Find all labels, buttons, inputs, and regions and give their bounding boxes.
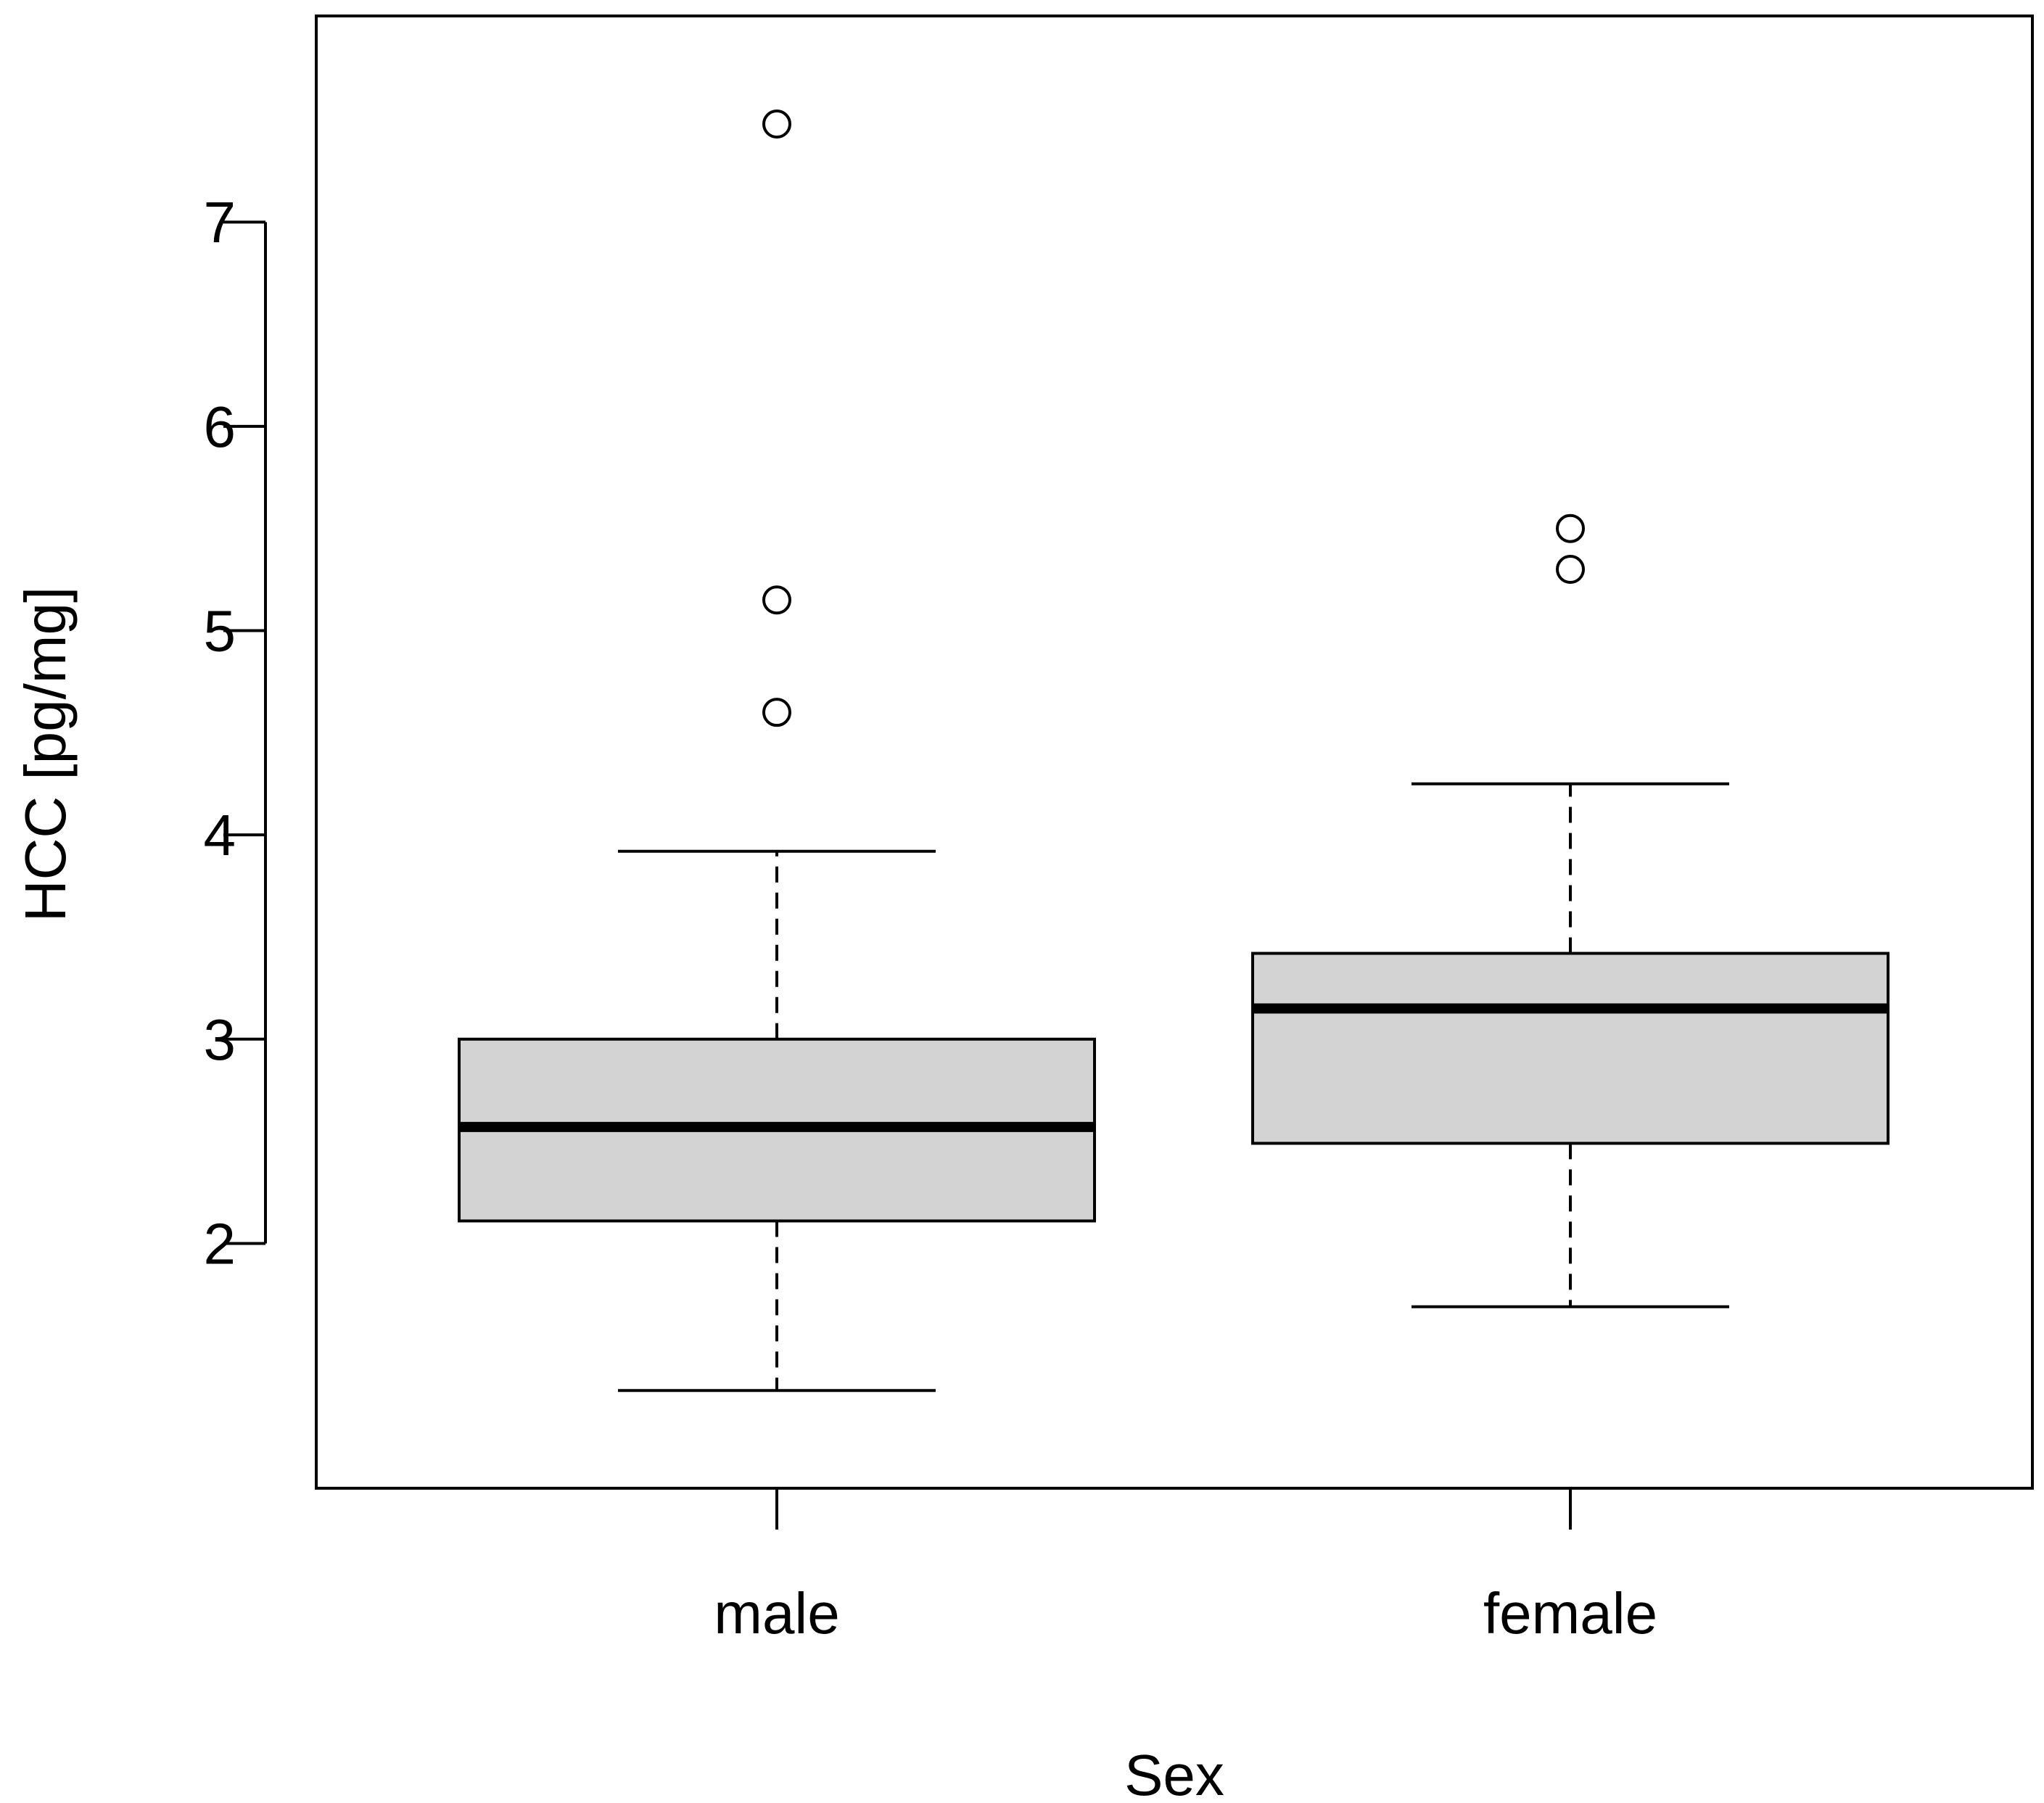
y-tick-label-2: 2 [204,1211,236,1276]
outlier-male-0 [762,698,791,727]
plot-frame [315,15,2034,1490]
x-tick-label-female: female [1483,1581,1657,1646]
y-axis: 2 3 4 5 6 7 [204,190,267,1276]
x-tick-label-male: male [714,1581,839,1646]
outlier-female-0 [1556,555,1585,585]
box-female [1251,513,1890,1308]
boxes [458,110,1890,1393]
y-tick-label-6: 6 [204,395,236,459]
y-tick-label-4: 4 [204,803,236,867]
box-rect-female [1251,952,1890,1145]
outlier-male-2 [762,110,791,139]
outlier-male-1 [762,585,791,615]
x-axis: male female [714,1488,1657,1646]
y-axis-label: HCC [pg/mg] [13,587,78,922]
box-male [458,110,1096,1393]
x-axis-label: Sex [1124,1743,1224,1803]
y-tick-label-7: 7 [204,190,236,255]
y-tick-label-3: 3 [204,1007,236,1072]
outlier-female-1 [1556,513,1585,543]
y-tick-label-5: 5 [204,599,236,664]
